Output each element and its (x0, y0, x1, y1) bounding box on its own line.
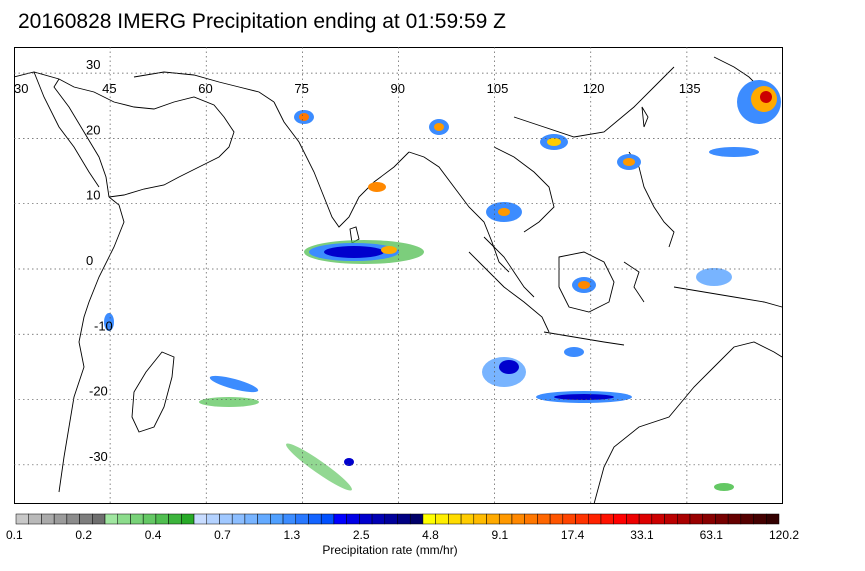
colorbar-cell (460, 513, 475, 525)
colorbar-cell (409, 513, 424, 525)
colorbar-cell (371, 513, 386, 525)
colorbar-cell (257, 513, 271, 525)
longitude-label: 45 (102, 81, 116, 96)
longitude-labels: 30 45 60 75 90 105 120 135 (14, 81, 701, 96)
longitude-label: 90 (391, 81, 405, 96)
map-title: 20160828 IMERG Precipitation ending at 0… (18, 10, 506, 33)
colorbar-cell (320, 513, 335, 525)
colorbar-cell (549, 513, 564, 525)
colorbar-cell (79, 513, 93, 525)
colorbar-cell (613, 513, 627, 525)
latitude-label: -30 (89, 449, 108, 464)
longitude-label: 135 (679, 81, 701, 96)
latitude-label: -20 (89, 384, 108, 399)
colorbar-cell (15, 513, 29, 525)
colorbar-cell (626, 513, 640, 525)
colorbar-cell (270, 513, 284, 525)
colorbar-cell (346, 513, 360, 525)
colorbar-cell (486, 513, 500, 525)
longitude-label: 105 (487, 81, 509, 96)
coastlines (14, 56, 783, 504)
colorbar-cell (231, 513, 246, 525)
colorbar-cell (397, 513, 411, 525)
latitude-labels: 30 20 10 0 -10 -20 -30 (86, 57, 113, 464)
colorbar-cell (168, 513, 182, 525)
colorbar-cell (193, 513, 208, 525)
colorbar-tick-label: 1.3 (283, 528, 301, 542)
colorbar-cell (244, 513, 258, 525)
colorbar-cell (702, 513, 716, 525)
longitude-label: 30 (14, 81, 28, 96)
colorbar-cell (333, 513, 347, 525)
colorbar-tick-label: 4.8 (422, 528, 439, 542)
colorbar-cell (206, 513, 220, 525)
latitude-label: 20 (86, 122, 100, 137)
colorbar-cell (638, 513, 653, 525)
colorbar-tick-label: 63.1 (699, 528, 723, 542)
latitude-label: 30 (86, 57, 100, 72)
colorbar-tick-label: 33.1 (630, 528, 654, 542)
colorbar-cell (511, 513, 525, 525)
colorbar-cell (689, 513, 703, 525)
colorbar-cell (664, 513, 678, 525)
colorbar-cell (651, 513, 665, 525)
latitude-label: -10 (94, 318, 113, 333)
colorbar-cell (130, 513, 144, 525)
colorbar-cell (359, 513, 373, 525)
latitude-label: 0 (86, 253, 93, 268)
colorbar-tick-label: 9.1 (491, 528, 509, 542)
colorbar-cell (524, 513, 538, 525)
colorbar-cell (104, 513, 118, 525)
longitude-label: 75 (294, 81, 308, 96)
colorbar-cell (142, 513, 157, 525)
colorbar-cell (422, 513, 436, 525)
colorbar-tick-label: 0.7 (214, 528, 231, 542)
colorbar-cell (66, 513, 80, 525)
colorbar-cell (740, 513, 754, 525)
colorbar-cell (308, 513, 322, 525)
colorbar-cell (677, 513, 691, 525)
colorbar-cell (219, 513, 233, 525)
colorbar-cell (181, 513, 195, 525)
colorbar-cell (753, 513, 767, 525)
colorbar-cell (53, 513, 68, 525)
longitude-label: 120 (583, 81, 605, 96)
colorbar-tick-label: 120.2 (769, 528, 800, 542)
precipitation-field (104, 80, 781, 491)
colorbar-cell (600, 513, 614, 525)
colorbar (15, 513, 780, 525)
colorbar-cell (588, 513, 602, 525)
colorbar-cell (473, 513, 487, 525)
colorbar-cell (28, 513, 42, 525)
colorbar-tick-label: 17.4 (560, 528, 585, 542)
colorbar-cell (498, 513, 513, 525)
colorbar-cell (155, 513, 169, 525)
colorbar-title: Precipitation rate (mm/hr) (322, 543, 458, 557)
colorbar-cell (295, 513, 309, 525)
colorbar-cells (15, 513, 780, 525)
colorbar-cell (575, 513, 589, 525)
colorbar-tick-label: 2.5 (352, 528, 370, 542)
colorbar-cell (537, 513, 551, 525)
colorbar-cell (727, 513, 742, 525)
colorbar-cell (92, 513, 106, 525)
colorbar-tick-label: 0.1 (6, 528, 23, 542)
colorbar-cell (766, 513, 780, 525)
colorbar-cell (448, 513, 462, 525)
colorbar-cell (41, 513, 55, 525)
longitude-label: 60 (198, 81, 212, 96)
colorbar-tick-label: 0.2 (75, 528, 93, 542)
colorbar-cell (715, 513, 729, 525)
colorbar-cell (117, 513, 131, 525)
colorbar-cell (384, 513, 398, 525)
colorbar-cell (562, 513, 576, 525)
colorbar-cell (435, 513, 449, 525)
colorbar-tick-label: 0.4 (144, 528, 162, 542)
colorbar-cell (282, 513, 297, 525)
latitude-label: 10 (86, 188, 100, 203)
